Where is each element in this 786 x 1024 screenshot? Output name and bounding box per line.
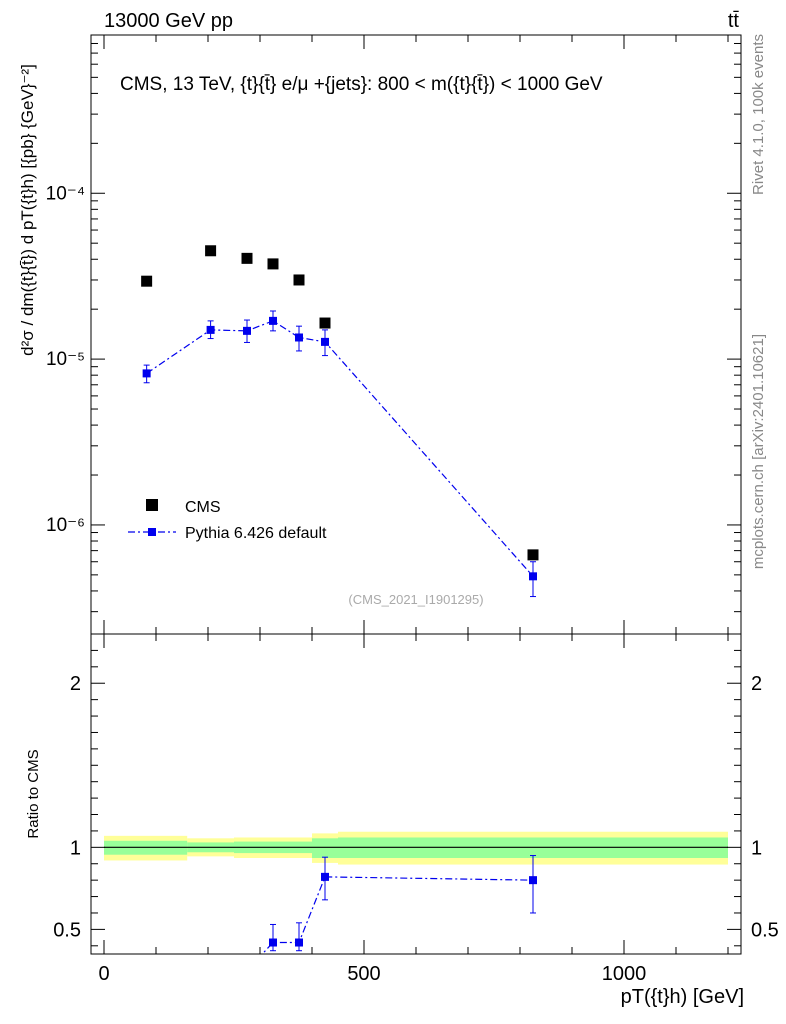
ratio-y-tick-label-right: 2: [751, 673, 762, 695]
legend: CMS Pythia 6.426 default: [128, 499, 327, 542]
ratio-y-tick-label-right: 0.5: [751, 919, 779, 941]
ratio-y-axis-label: Ratio to CMS: [25, 749, 42, 838]
main-y-tick-label: 10⁻⁵: [46, 349, 85, 370]
pythia-point: [529, 572, 537, 581]
main-frame: [90, 34, 742, 635]
main-title: CMS, 13 TeV, {t}{t̄} e/μ +{jets}: 800 < …: [120, 74, 603, 95]
ratio-axis-ticks: 0.5 0.5 1 1 2 2 0 500 1000: [53, 634, 779, 985]
pythia-point: [269, 316, 277, 325]
x-tick-label: 500: [347, 963, 380, 985]
main-y-axis-label: d²σ / dm({t}{t̄}) d pT({t}h) [{pb} {GeV}…: [18, 64, 37, 356]
ratio-point: [295, 938, 303, 947]
main-y-tick-label: 10⁻⁶: [46, 515, 85, 536]
pythia-point: [206, 325, 215, 334]
pythia-point: [295, 333, 303, 342]
mcplots-site-label: mcplots.cern.ch [arXiv:2401.10621]: [750, 334, 767, 569]
pythia-point: [142, 369, 151, 378]
x-tick-label: 0: [98, 963, 109, 985]
cms-point: [241, 252, 253, 264]
ratio-y-tick-label-left: 2: [70, 673, 81, 695]
process-label: tt̄: [728, 10, 740, 32]
ratio-plot-marks: [243, 855, 537, 974]
ratio-y-tick-label-left: 1: [70, 837, 81, 859]
legend-cms-marker: [146, 499, 158, 511]
ratio-uncertainty-bands: [104, 831, 728, 865]
energy-label: 13000 GeV pp: [104, 10, 233, 32]
x-axis-label: pT({t}h) [GeV]: [621, 986, 744, 1008]
main-y-tick-label: 10⁻⁴: [46, 183, 85, 204]
cms-point: [293, 274, 305, 286]
cms-point: [205, 245, 217, 257]
legend-cms-label: CMS: [185, 499, 221, 516]
ratio-point: [529, 876, 537, 885]
ratio-y-tick-label-left: 0.5: [53, 919, 81, 941]
ratio-y-tick-label-right: 1: [751, 837, 762, 859]
ratio-point: [243, 966, 251, 974]
legend-pythia-label: Pythia 6.426 default: [185, 525, 327, 542]
pythia-point: [243, 326, 251, 335]
cms-point: [267, 258, 279, 270]
rivet-version-label: Rivet 4.1.0, 100k events: [750, 34, 767, 195]
cms-point: [319, 317, 331, 329]
cms-point: [141, 275, 153, 287]
main-panel: 10⁻⁶ 10⁻⁵ 10⁻⁴ CMS, 13 TeV, {t}{t̄} e/μ +{…: [18, 34, 742, 635]
ratio-point: [269, 938, 277, 947]
legend-pythia-marker: [148, 528, 156, 536]
cms-inner-band: [312, 838, 338, 858]
ratio-line: [261, 876, 534, 954]
analysis-watermark: (CMS_2021_I1901295): [348, 592, 483, 607]
pythia-point: [321, 337, 329, 346]
main-axis-ticks: 10⁻⁶ 10⁻⁵ 10⁻⁴: [46, 35, 741, 634]
ratio-point: [321, 872, 329, 881]
main-plot-marks: [141, 245, 539, 598]
ratio-panel: 0.5 0.5 1 1 2 2 0 500 1000 Ratio to CMS pT({t}h)…: [25, 633, 779, 1008]
ratio-frame: [90, 633, 742, 955]
cms-point: [527, 549, 539, 561]
x-tick-label: 1000: [602, 963, 647, 985]
